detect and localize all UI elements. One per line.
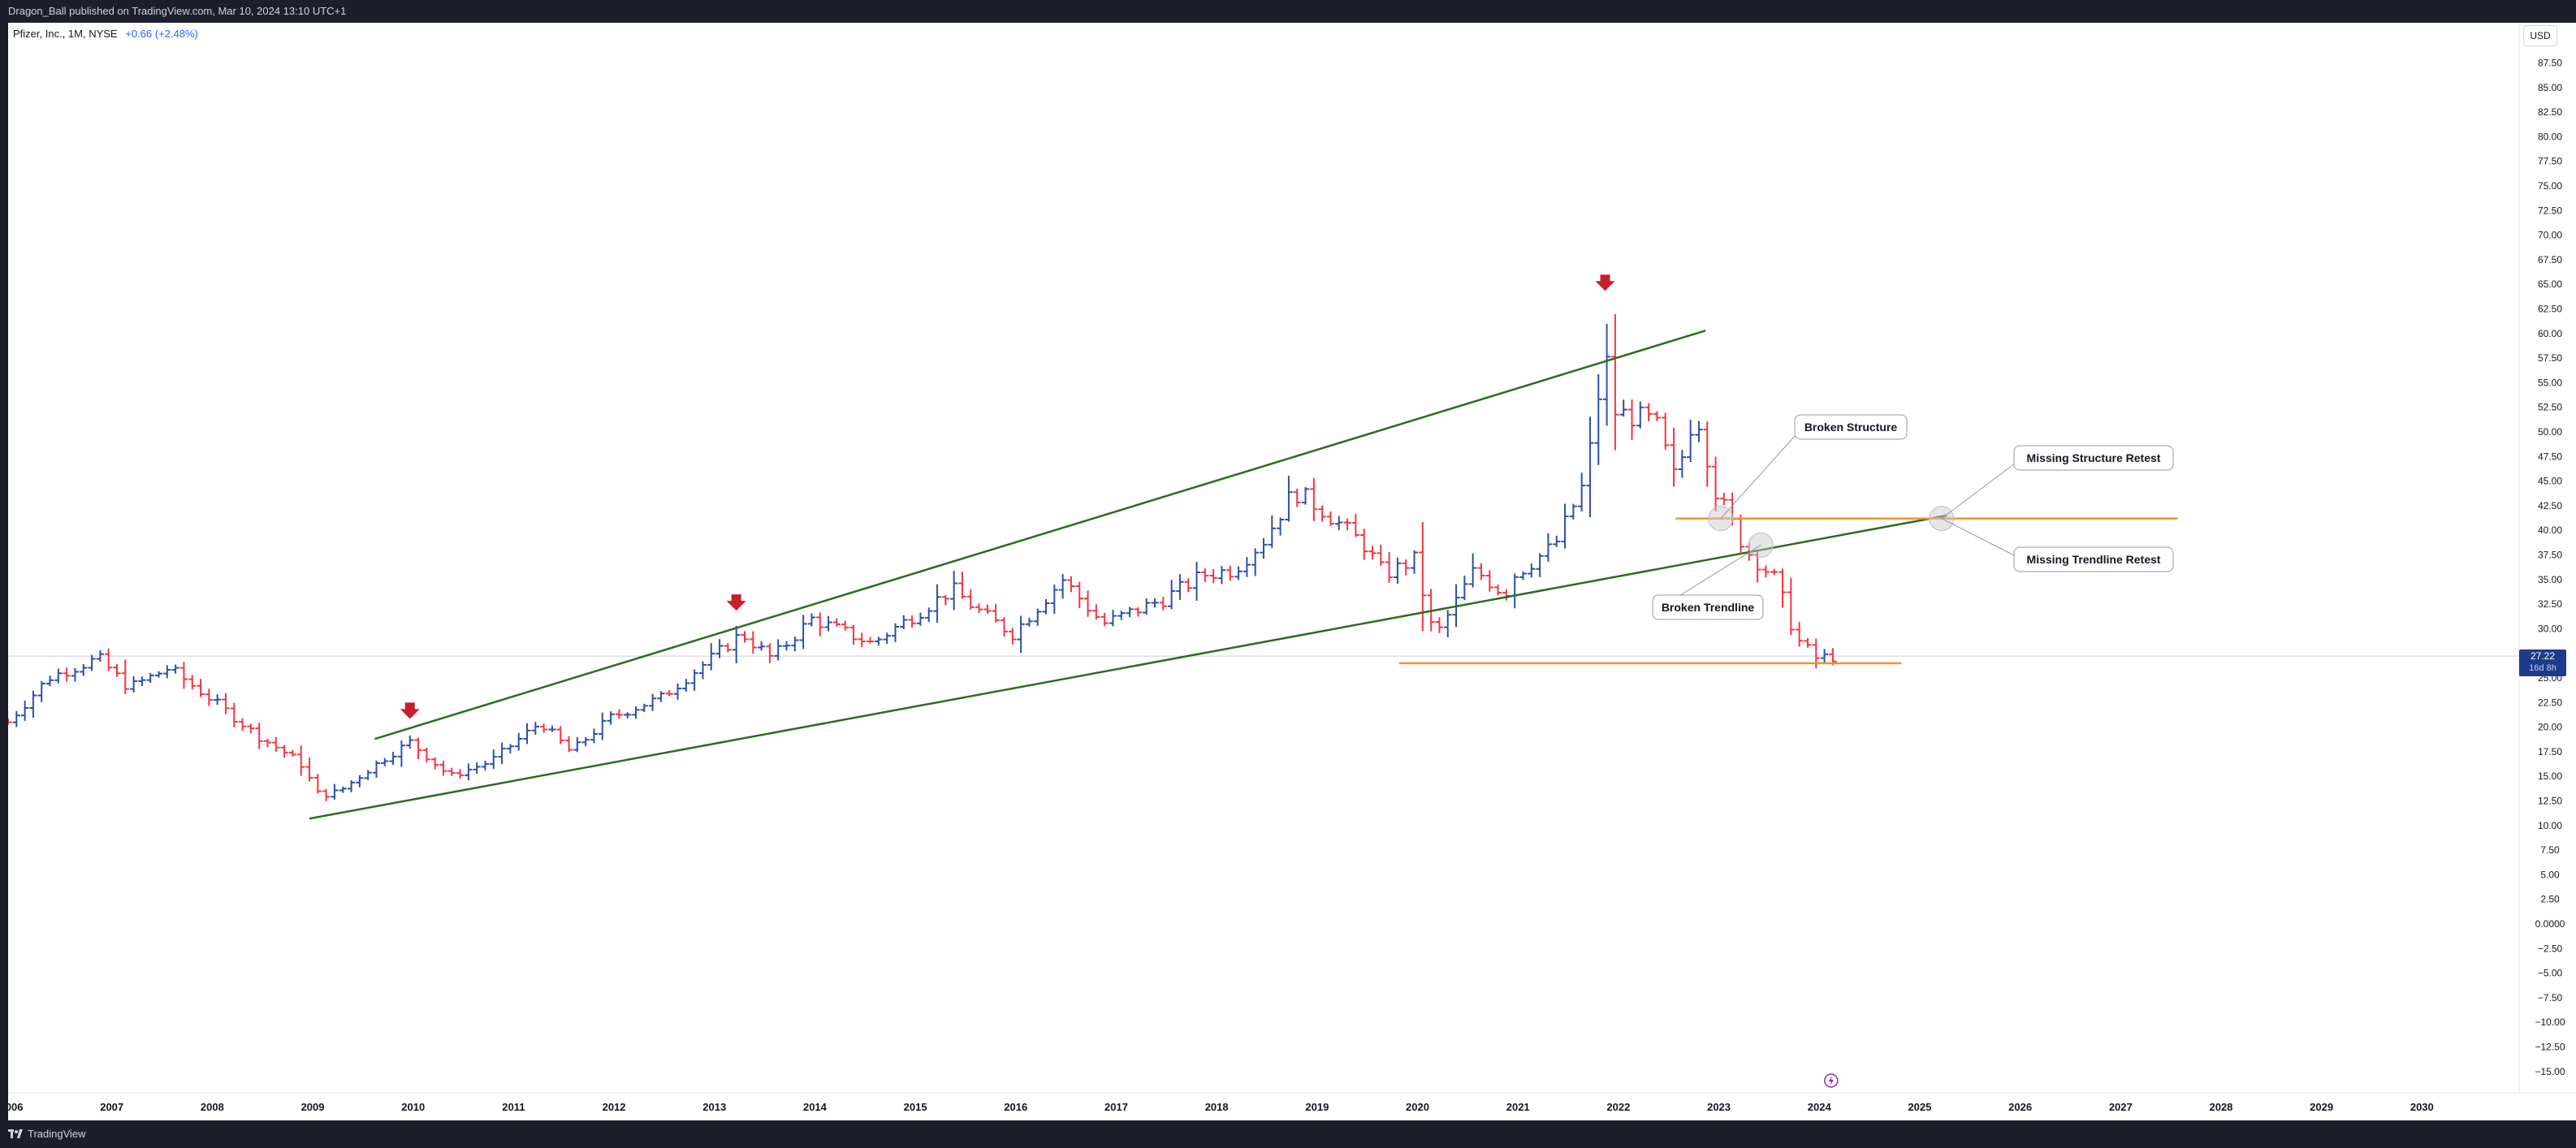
x-tick-label: 2020 xyxy=(1406,1101,1429,1113)
x-tick-label: 2006 xyxy=(8,1101,23,1113)
missing-trendline-retest-label: Missing Trendline Retest xyxy=(2027,553,2161,566)
broken-trendline-box xyxy=(1652,594,1764,620)
broken-trendline-label: Broken Trendline xyxy=(1662,601,1755,614)
x-tick-label: 2015 xyxy=(904,1101,927,1113)
broken-structure-leader xyxy=(1720,426,1804,519)
x-tick-label: 2021 xyxy=(1506,1101,1530,1113)
x-tick-label: 2009 xyxy=(301,1101,325,1113)
x-tick-label: 2013 xyxy=(702,1101,726,1113)
currency-button[interactable]: USD xyxy=(2523,25,2557,46)
y-tick-label: −15.00 xyxy=(2535,1066,2565,1077)
y-tick-label: 67.50 xyxy=(2538,254,2562,265)
x-tick-label: 2025 xyxy=(1908,1101,1931,1113)
y-tick-label: 20.00 xyxy=(2538,722,2562,733)
y-tick-label: 52.50 xyxy=(2538,402,2562,413)
missing-structure-retest-label: Missing Structure Retest xyxy=(2027,451,2161,464)
channel-upper-trendline xyxy=(374,329,1706,740)
y-tick-label: 45.00 xyxy=(2538,476,2562,487)
symbol-title: Pfizer, Inc., 1M, NYSE xyxy=(13,28,118,40)
missing-structure-retest-leader xyxy=(1941,457,2023,520)
y-tick-label: 47.50 xyxy=(2538,451,2562,462)
down-arrow-marker xyxy=(400,702,420,719)
y-tick-label: 42.50 xyxy=(2538,500,2562,511)
missing-trendline-retest-leader xyxy=(1941,518,2023,560)
y-tick-label: 85.00 xyxy=(2538,82,2562,93)
y-tick-label: 7.50 xyxy=(2540,844,2560,856)
last-price-tag: 27.22 16d 8h xyxy=(2519,650,2566,676)
y-tick-label: −7.50 xyxy=(2538,992,2563,1003)
y-tick-label: 37.50 xyxy=(2538,550,2562,561)
chart-area[interactable]: 87.50 85.00 82.50 80.00 77.50 75.00 72.50 70.00… xyxy=(8,23,2576,1120)
y-tick-label: 72.50 xyxy=(2538,205,2562,216)
x-tick-label: 2019 xyxy=(1305,1101,1329,1113)
x-tick-label: 2010 xyxy=(401,1101,425,1113)
broken-structure-label: Broken Structure xyxy=(1804,421,1898,434)
publish-bar: Dragon_Ball published on TradingView.com… xyxy=(0,0,2576,23)
y-tick-label: 22.50 xyxy=(2538,697,2562,708)
x-tick-label: 2023 xyxy=(1707,1101,1731,1113)
last-price-value: 27.22 xyxy=(2530,650,2556,662)
x-tick-label: 2007 xyxy=(100,1101,123,1113)
chart-canvas[interactable]: 87.50 85.00 82.50 80.00 77.50 75.00 72.50 70.00… xyxy=(8,23,2576,1120)
x-tick-label: 2011 xyxy=(502,1101,525,1113)
y-tick-label: 30.00 xyxy=(2538,623,2562,634)
tradingview-logo[interactable]: TradingView xyxy=(8,1128,86,1140)
y-tick-label: 62.50 xyxy=(2538,304,2562,315)
price-change: +0.66 (+2.48%) xyxy=(125,28,198,40)
y-tick-label: 5.00 xyxy=(2540,869,2560,880)
missing-trendline-retest-box xyxy=(2013,546,2174,572)
x-tick-label: 2012 xyxy=(603,1101,626,1113)
channel-lower-trendline xyxy=(309,514,1947,820)
y-tick-label: 32.50 xyxy=(2538,598,2562,610)
y-tick-label: 55.00 xyxy=(2538,377,2562,388)
y-tick-label: 70.00 xyxy=(2538,230,2562,241)
x-tick-label: 2028 xyxy=(2209,1101,2232,1113)
broken-structure-box xyxy=(1794,414,1908,440)
y-tick-label: 50.00 xyxy=(2538,426,2562,438)
y-tick-label: 75.00 xyxy=(2538,180,2562,192)
y-tick-label: 15.00 xyxy=(2538,770,2562,782)
lightning-icon xyxy=(1828,1076,1834,1085)
y-tick-label: 87.50 xyxy=(2538,58,2562,69)
y-tick-label: 77.50 xyxy=(2538,156,2562,167)
publish-info: Dragon_Ball published on TradingView.com… xyxy=(8,5,347,17)
y-tick-label: 40.00 xyxy=(2538,524,2562,536)
y-tick-label: 10.00 xyxy=(2538,820,2562,831)
tv-logo-icon xyxy=(8,1129,23,1138)
y-tick-label: −12.50 xyxy=(2535,1042,2565,1053)
down-arrow-marker xyxy=(726,594,746,611)
symbol-legend: Pfizer, Inc., 1M, NYSE +0.66 (+2.48%) xyxy=(13,28,198,40)
y-tick-label: 57.50 xyxy=(2538,352,2562,364)
y-tick-label: 12.50 xyxy=(2538,796,2562,807)
x-tick-label: 2016 xyxy=(1004,1101,1027,1113)
down-arrow-marker xyxy=(1595,274,1615,291)
x-tick-label: 2014 xyxy=(803,1101,828,1113)
y-tick-label: 82.50 xyxy=(2538,106,2562,118)
x-tick-label: 2024 xyxy=(1808,1101,1832,1113)
y-tick-label: 60.00 xyxy=(2538,328,2562,339)
x-tick-label: 2018 xyxy=(1205,1101,1229,1113)
y-tick-label: 0.0000 xyxy=(2535,918,2565,930)
y-tick-label: −2.50 xyxy=(2538,943,2563,954)
y-tick-label: 80.00 xyxy=(2538,131,2562,142)
x-tick-label: 2017 xyxy=(1104,1101,1128,1113)
bar-countdown: 16d 8h xyxy=(2529,663,2557,673)
y-tick-label: −5.00 xyxy=(2538,968,2563,979)
y-tick-label: 35.00 xyxy=(2538,574,2562,585)
x-tick-label: 2030 xyxy=(2410,1101,2434,1113)
x-tick-label: 2026 xyxy=(2008,1101,2032,1113)
currency-label: USD xyxy=(2530,30,2551,41)
footer-bar: TradingView xyxy=(0,1120,2576,1148)
x-tick-label: 2029 xyxy=(2310,1101,2333,1113)
y-tick-label: −10.00 xyxy=(2535,1016,2565,1028)
x-tick-label: 2022 xyxy=(1606,1101,1630,1113)
x-tick-label: 2008 xyxy=(201,1101,224,1113)
y-tick-label: 65.00 xyxy=(2538,278,2562,290)
missing-structure-retest-box xyxy=(2013,445,2174,471)
y-tick-label: 2.50 xyxy=(2540,894,2560,905)
y-tick-label: 17.50 xyxy=(2538,746,2562,757)
x-tick-label: 2027 xyxy=(2109,1101,2133,1113)
brand-name: TradingView xyxy=(28,1128,86,1140)
